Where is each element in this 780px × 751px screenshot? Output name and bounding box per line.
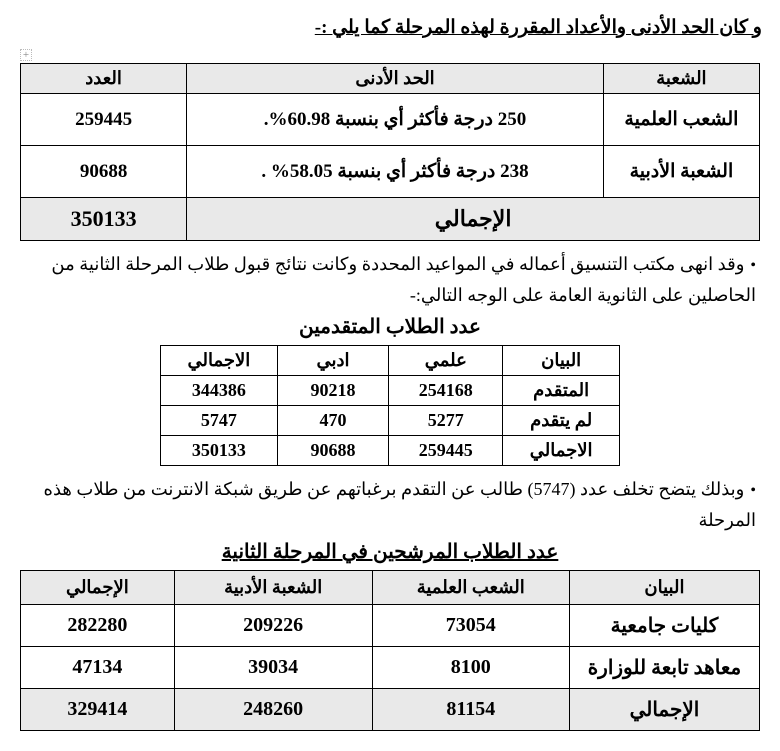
cell-division: الشعبة الأدبية xyxy=(603,146,759,198)
table-row: الشعب العلمية 250 درجة فأكثر أي بنسبة 60… xyxy=(21,94,760,146)
cell-total: 350133 xyxy=(161,436,278,466)
cell-sci: 81154 xyxy=(372,689,569,731)
th-item: البيان xyxy=(569,571,759,605)
paragraph-2: وبذلك يتضح تخلف عدد (5747) طالب عن التقد… xyxy=(18,474,762,535)
table-minimums: الشعبة الحد الأدنى العدد الشعب العلمية 2… xyxy=(20,63,760,241)
cell-sci: 259445 xyxy=(389,436,503,466)
cell-division: الشعب العلمية xyxy=(603,94,759,146)
cell-lit: 90218 xyxy=(277,376,388,406)
cell-total: 329414 xyxy=(21,689,175,731)
table-applicants: البيان علمي ادبي الاجمالي المتقدم 254168… xyxy=(160,345,620,466)
cell-lit: 248260 xyxy=(174,689,372,731)
cell-item: كليات جامعية xyxy=(569,605,759,647)
cell-item: الاجمالي xyxy=(503,436,620,466)
th-minimum: الحد الأدنى xyxy=(187,64,604,94)
table-row: المتقدم 254168 90218 344386 xyxy=(161,376,620,406)
cell-minimum: 250 درجة فأكثر أي بنسبة 60.98%. xyxy=(187,94,604,146)
subheading-nominated: عدد الطلاب المرشحين في المرحلة الثانية xyxy=(18,539,762,564)
table-row: كليات جامعية 73054 209226 282280 xyxy=(21,605,760,647)
table-row: لم يتقدم 5277 470 5747 xyxy=(161,406,620,436)
table-row: الاجمالي 259445 90688 350133 xyxy=(161,436,620,466)
cell-sci: 254168 xyxy=(389,376,503,406)
table-header-row: البيان علمي ادبي الاجمالي xyxy=(161,346,620,376)
cell-sci: 73054 xyxy=(372,605,569,647)
cell-sci: 5277 xyxy=(389,406,503,436)
cell-item: لم يتقدم xyxy=(503,406,620,436)
table-header-row: الشعبة الحد الأدنى العدد xyxy=(21,64,760,94)
section-heading-1: و كان الحد الأدنى والأعداد المقررة لهذه … xyxy=(18,16,762,39)
th-sci: علمي xyxy=(389,346,503,376)
cell-total: 47134 xyxy=(21,647,175,689)
table-row: الشعبة الأدبية 238 درجة فأكثر أي بنسبة 5… xyxy=(21,146,760,198)
cell-lit: 209226 xyxy=(174,605,372,647)
cell-lit: 90688 xyxy=(277,436,388,466)
th-lit: ادبي xyxy=(277,346,388,376)
th-total: الإجمالي xyxy=(21,571,175,605)
th-item: البيان xyxy=(503,346,620,376)
cell-lit: 39034 xyxy=(174,647,372,689)
subheading-applicants: عدد الطلاب المتقدمين xyxy=(18,314,762,339)
cell-item: الإجمالي xyxy=(569,689,759,731)
cell-total: 5747 xyxy=(161,406,278,436)
table-row: معاهد تابعة للوزارة 8100 39034 47134 xyxy=(21,647,760,689)
table-nominated: البيان الشعب العلمية الشعبة الأدبية الإج… xyxy=(20,570,760,731)
cell-minimum: 238 درجة فأكثر أي بنسبة 58.05% . xyxy=(187,146,604,198)
cell-total-count: 350133 xyxy=(21,198,187,241)
cell-total-label: الإجمالي xyxy=(187,198,760,241)
paragraph-1: وقد انهى مكتب التنسيق أعماله في المواعيد… xyxy=(18,249,762,310)
table-total-row: الإجمالي 81154 248260 329414 xyxy=(21,689,760,731)
table-expand-icon: + xyxy=(20,49,32,61)
th-count: العدد xyxy=(21,64,187,94)
th-sci: الشعب العلمية xyxy=(372,571,569,605)
cell-count: 90688 xyxy=(21,146,187,198)
table-header-row: البيان الشعب العلمية الشعبة الأدبية الإج… xyxy=(21,571,760,605)
cell-count: 259445 xyxy=(21,94,187,146)
th-division: الشعبة xyxy=(603,64,759,94)
cell-total: 344386 xyxy=(161,376,278,406)
cell-lit: 470 xyxy=(277,406,388,436)
cell-total: 282280 xyxy=(21,605,175,647)
th-lit: الشعبة الأدبية xyxy=(174,571,372,605)
cell-sci: 8100 xyxy=(372,647,569,689)
cell-item: معاهد تابعة للوزارة xyxy=(569,647,759,689)
th-total: الاجمالي xyxy=(161,346,278,376)
cell-item: المتقدم xyxy=(503,376,620,406)
table-total-row: الإجمالي 350133 xyxy=(21,198,760,241)
